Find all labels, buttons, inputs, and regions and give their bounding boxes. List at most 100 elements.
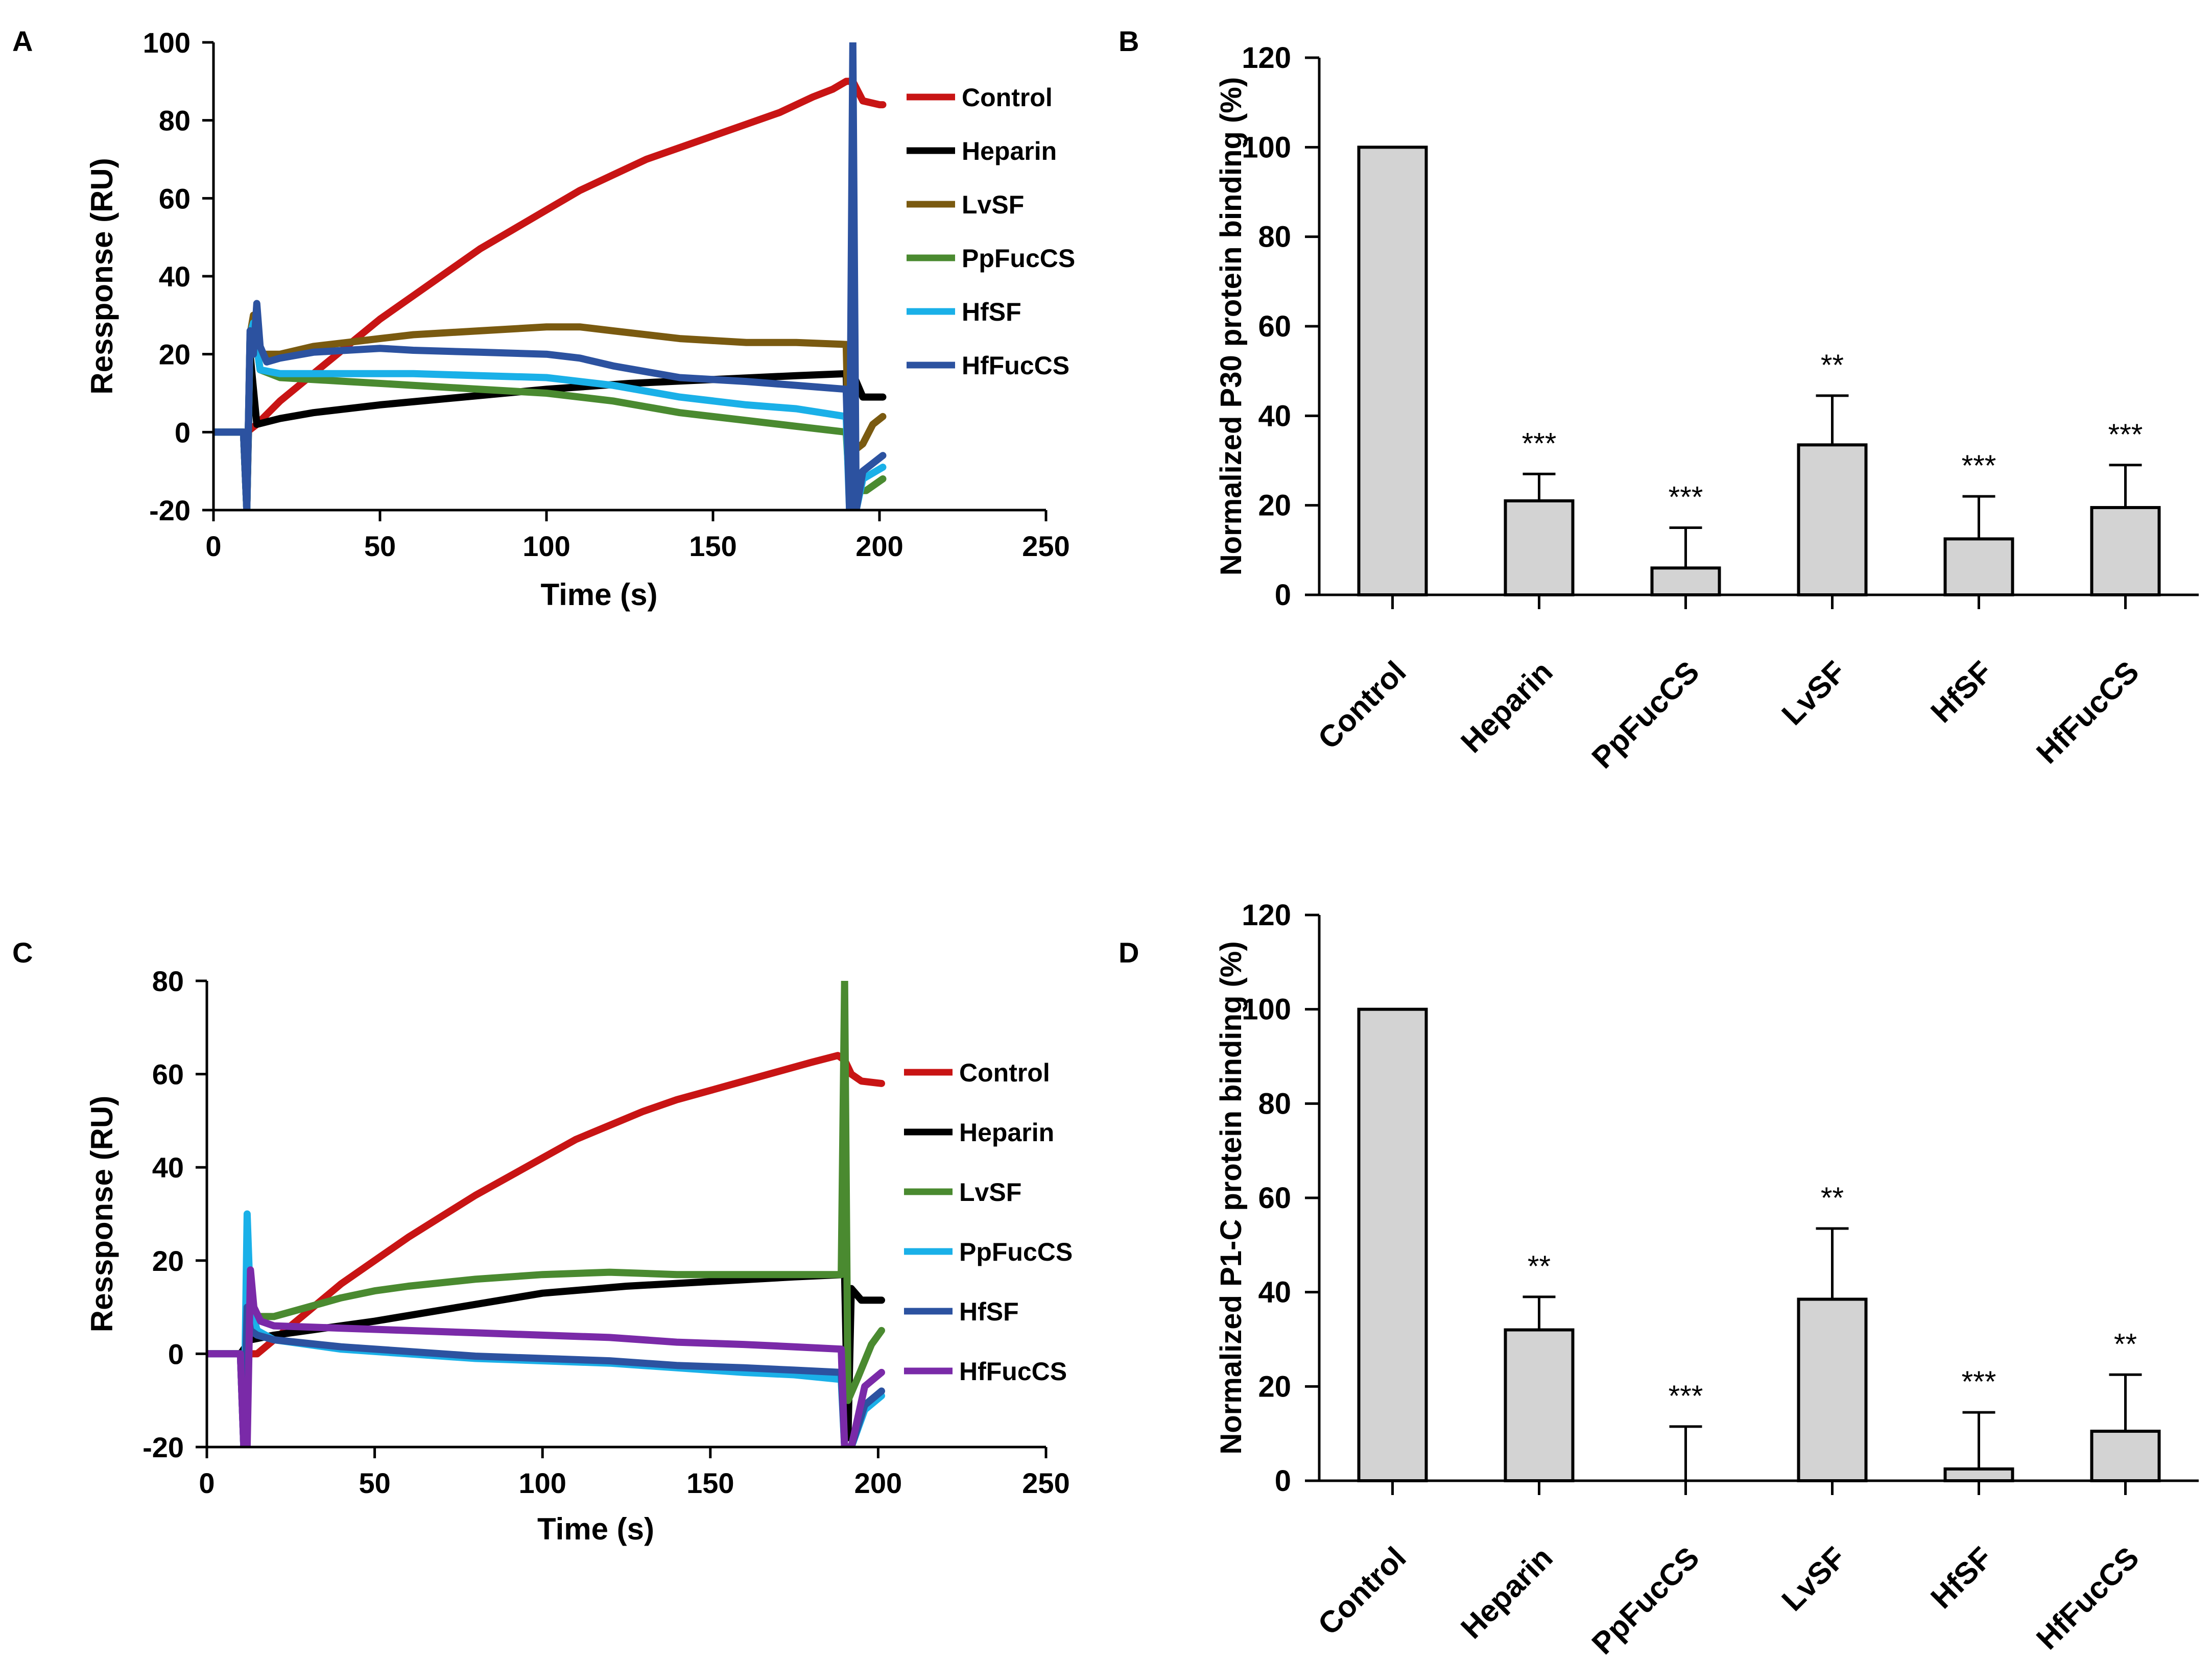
legend-label-hfsf: HfSF [962, 298, 1021, 326]
x-tick-label: 0 [199, 1467, 215, 1499]
significance-hffuccs: ** [2114, 1328, 2137, 1361]
category-label-ppfuccs: PpFucCS [1585, 1540, 1706, 1661]
legend-label-lvsf: LvSF [962, 190, 1024, 219]
category-label-hffuccs: HfFucCS [2030, 1540, 2146, 1656]
x-tick-label: 150 [686, 1467, 734, 1499]
series-line-hffuccs [213, 42, 887, 510]
category-label-hfsf: HfSF [1924, 655, 1999, 729]
bar-control [1357, 1007, 1428, 1482]
bar-ppfuccs [1650, 566, 1721, 597]
y-tick-label: 120 [1242, 41, 1291, 75]
panel-b-bar-chart: B Control *** Heparin *** PpFucCS ** LvSF *** HfS… [1119, 25, 2199, 775]
x-axis-title: Time (s) [541, 577, 658, 612]
legend-label-hffuccs: HfFucCS [959, 1357, 1067, 1386]
y-axis-title: Normalized P1-C protein binding (%) [1215, 941, 1248, 1454]
y-tick-label: 40 [152, 1151, 184, 1184]
panel-label: A [12, 25, 33, 57]
category-label-hfsf: HfSF [1924, 1540, 1999, 1615]
legend-label-control: Control [959, 1058, 1050, 1087]
category-label-lvsf: LvSF [1775, 1540, 1852, 1618]
x-tick-label: 250 [1022, 530, 1069, 562]
x-tick-label: 50 [359, 1467, 390, 1499]
significance-heparin: ** [1528, 1250, 1551, 1283]
significance-hfsf: *** [1962, 1365, 1996, 1399]
significance-lvsf: ** [1821, 1182, 1844, 1215]
bar-control [1357, 146, 1428, 597]
bar-hffuccs [2090, 506, 2161, 596]
legend-label-hffuccs: HfFucCS [962, 351, 1069, 380]
series-line-hffuccs [207, 1266, 885, 1447]
bar-lvsf [1797, 1297, 1868, 1482]
bar-heparin [1504, 499, 1575, 597]
y-tick-label: 20 [152, 1245, 184, 1277]
significance-heparin: *** [1522, 427, 1557, 460]
category-label-ppfuccs: PpFucCS [1585, 655, 1706, 775]
series-group [207, 981, 885, 1447]
y-tick-label: 60 [1258, 1182, 1291, 1215]
y-tick-label: -20 [149, 494, 191, 526]
bar-hfsf [1943, 537, 2014, 596]
series-line-control [207, 1052, 885, 1358]
legend-label-ppfuccs: PpFucCS [959, 1238, 1073, 1266]
x-tick-label: 200 [854, 1467, 902, 1499]
panel-label: C [12, 936, 33, 969]
series-line-control [213, 78, 887, 436]
category-label-heparin: Heparin [1454, 655, 1559, 759]
category-label-hffuccs: HfFucCS [2030, 655, 2146, 770]
y-tick-label: 40 [1258, 399, 1291, 432]
y-tick-label: 20 [159, 339, 191, 371]
significance-lvsf: ** [1821, 349, 1844, 382]
significance-ppfuccs: *** [1669, 1380, 1703, 1413]
bar-hffuccs [2090, 1430, 2161, 1483]
x-tick-label: 250 [1022, 1467, 1069, 1499]
bar-heparin [1504, 1328, 1575, 1483]
x-axis-title: Time (s) [537, 1512, 654, 1546]
significance-ppfuccs: *** [1669, 481, 1703, 514]
x-tick-label: 150 [689, 530, 736, 562]
bar-hfsf [1943, 1467, 2014, 1483]
y-tick-label: 40 [159, 260, 191, 293]
y-axis-title: Ressponse (RU) [85, 158, 119, 394]
legend-label-lvsf: LvSF [959, 1178, 1021, 1207]
y-tick-label: 40 [1258, 1276, 1291, 1309]
y-axis-title: Normalized P30 protein binding (%) [1215, 77, 1248, 575]
y-tick-label: 0 [1275, 1464, 1291, 1498]
legend-label-hfsf: HfSF [959, 1297, 1019, 1326]
y-tick-label: 100 [143, 27, 191, 59]
y-tick-label: 20 [1258, 489, 1291, 522]
category-label-lvsf: LvSF [1775, 655, 1852, 732]
x-tick-label: 0 [205, 530, 221, 562]
y-tick-label: 80 [159, 105, 191, 137]
y-tick-label: 80 [1258, 1087, 1291, 1120]
panel-d-bar-chart: D Control ** Heparin *** PpFucCS ** LvSF *** HfSF… [1119, 899, 2199, 1661]
legend-label-ppfuccs: PpFucCS [962, 244, 1075, 273]
y-tick-label: 0 [175, 416, 191, 448]
y-tick-label: -20 [142, 1431, 184, 1463]
y-axis-title: Ressponse (RU) [85, 1096, 119, 1332]
x-tick-label: 200 [855, 530, 903, 562]
y-tick-label: 100 [1242, 993, 1291, 1026]
panel-label: B [1119, 25, 1139, 57]
y-tick-label: 120 [1242, 899, 1291, 932]
y-tick-label: 20 [1258, 1370, 1291, 1403]
y-tick-label: 60 [159, 182, 191, 214]
series-group [213, 42, 887, 510]
category-label-control: Control [1312, 655, 1413, 756]
x-tick-label: 100 [518, 1467, 566, 1499]
y-tick-label: 100 [1242, 131, 1291, 164]
x-tick-label: 50 [364, 530, 396, 562]
panel-c-sensorgram: C -20 0 20 40 60 80 0 50 100 150 200 250 Time (s) Ress… [12, 936, 1073, 1546]
category-label-heparin: Heparin [1454, 1540, 1559, 1645]
x-tick-label: 100 [522, 530, 570, 562]
y-tick-label: 0 [1275, 579, 1291, 612]
legend-label-heparin: Heparin [959, 1118, 1054, 1147]
legend-label-control: Control [962, 83, 1053, 112]
y-tick-label: 80 [152, 965, 184, 997]
y-tick-label: 80 [1258, 221, 1291, 254]
significance-hffuccs: *** [2108, 418, 2143, 451]
panel-a-sensorgram: A -20 0 20 40 60 80 100 0 50 100 150 200 250 Time (s) R… [12, 25, 1075, 612]
legend-label-heparin: Heparin [962, 137, 1057, 165]
significance-hfsf: *** [1962, 449, 1996, 483]
y-tick-label: 0 [168, 1338, 184, 1370]
